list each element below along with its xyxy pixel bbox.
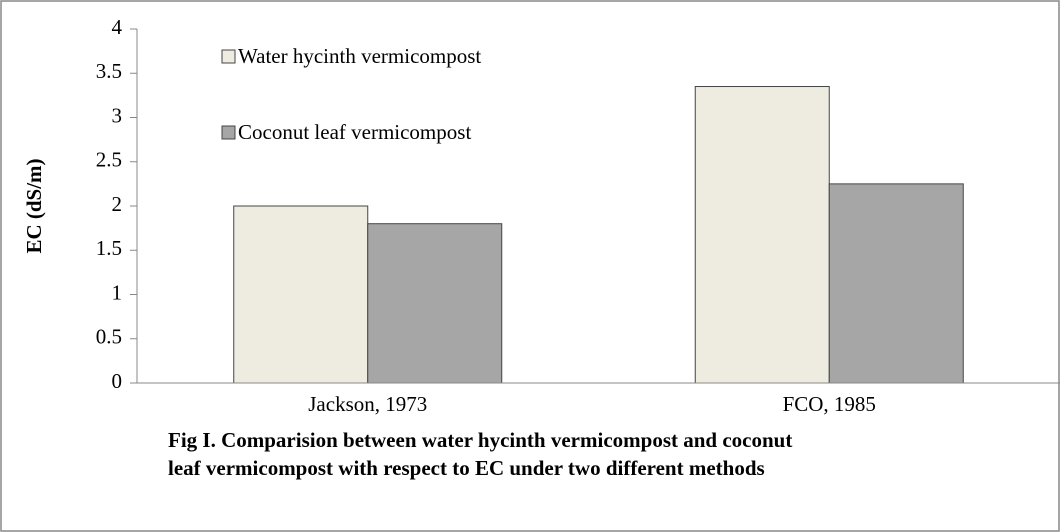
y-tick-label: 4 <box>112 15 123 39</box>
x-tick-label: Jackson, 1973 <box>308 392 427 416</box>
y-tick-label: 1 <box>112 280 123 304</box>
chart-title: Fig I. Comparision between water hycinth… <box>168 428 793 480</box>
legend-label: Water hycinth vermicompost <box>238 44 481 68</box>
x-tick-label: FCO, 1985 <box>783 392 876 416</box>
y-tick-label: 2.5 <box>96 148 122 172</box>
y-axis-label: EC (dS/m) <box>22 158 46 253</box>
legend-swatch <box>221 125 236 140</box>
bar <box>828 183 964 384</box>
y-tick-label: 0 <box>112 369 123 393</box>
y-tick-label: 2 <box>112 192 123 216</box>
y-tick-label: 0.5 <box>96 325 122 349</box>
bar <box>694 86 830 384</box>
bar <box>233 205 369 384</box>
legend-swatch <box>221 49 236 64</box>
y-tick-label: 1.5 <box>96 236 122 260</box>
y-tick-label: 3 <box>112 103 123 127</box>
bar <box>367 223 503 384</box>
y-tick-label: 3.5 <box>96 59 122 83</box>
legend-label: Coconut leaf vermicompost <box>238 120 471 144</box>
